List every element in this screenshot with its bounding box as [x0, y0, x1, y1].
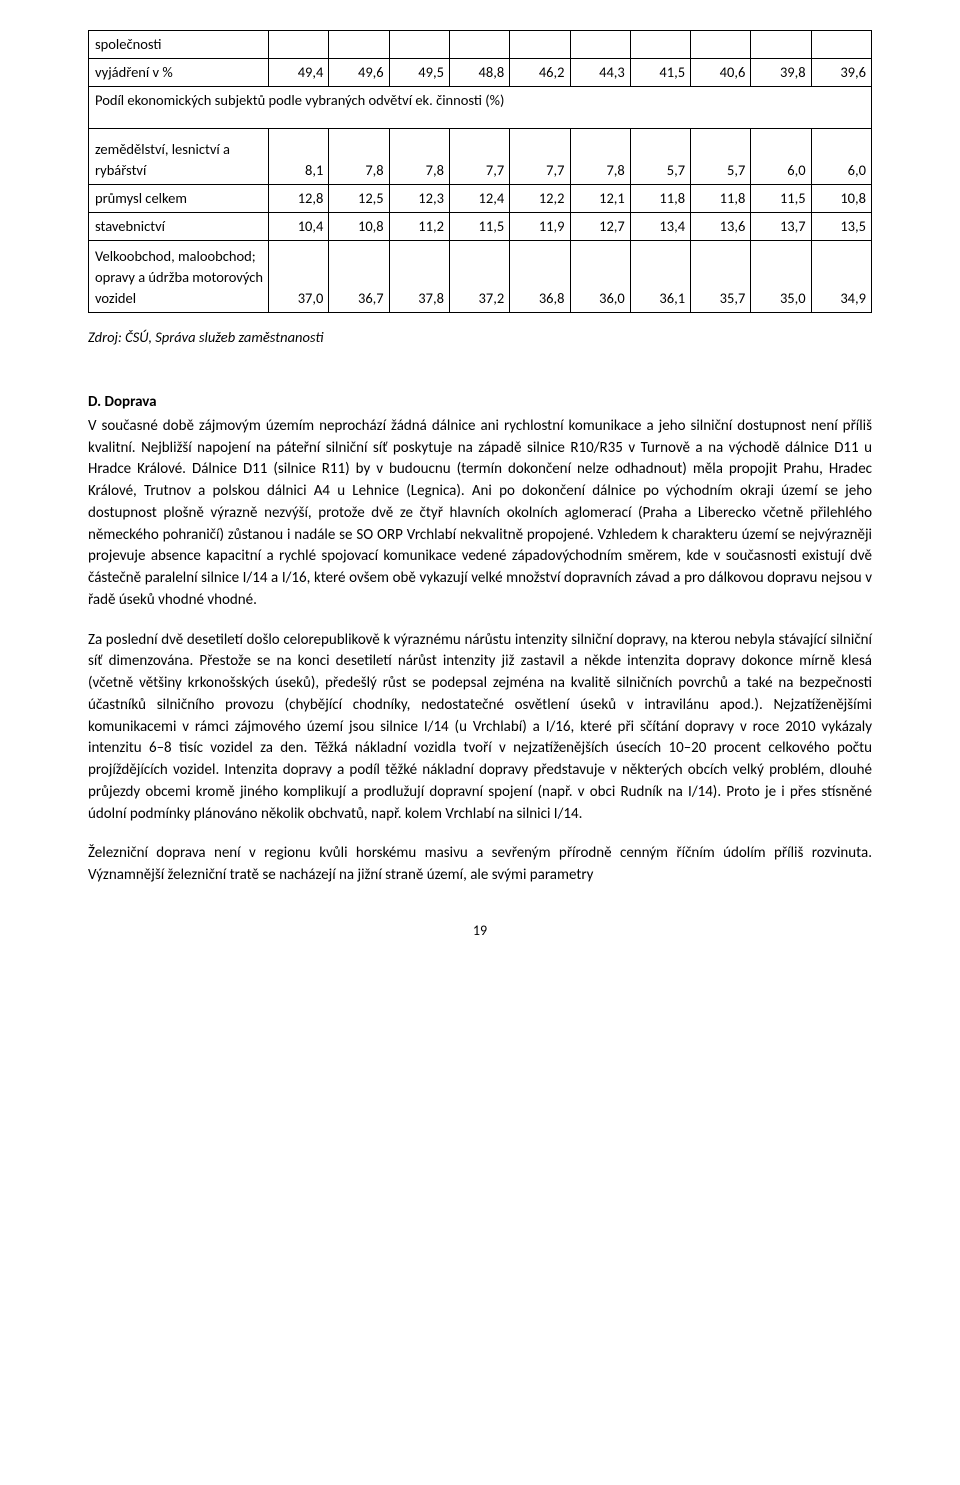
table-cell: 13,6: [691, 213, 751, 241]
table-row: průmysl celkem12,812,512,312,412,212,111…: [89, 185, 872, 213]
table-cell: 7,7: [449, 129, 509, 185]
table-row-label: průmysl celkem: [89, 185, 269, 213]
table-cell: 5,7: [630, 129, 690, 185]
table-row: zemědělství, lesnictví a rybářství8,17,8…: [89, 129, 872, 185]
table-cell: 36,0: [570, 241, 630, 313]
table-cell: 7,8: [389, 129, 449, 185]
table-cell: [449, 31, 509, 59]
table-cell: 36,8: [510, 241, 570, 313]
table-cell: 13,5: [811, 213, 871, 241]
table-cell: 11,2: [389, 213, 449, 241]
table-cell: 12,8: [269, 185, 329, 213]
table-cell: 5,7: [691, 129, 751, 185]
table-row-label: vyjádření v %: [89, 59, 269, 87]
table-cell: 12,2: [510, 185, 570, 213]
table-cell: 37,2: [449, 241, 509, 313]
economic-table: společnostivyjádření v %49,449,649,548,8…: [88, 30, 872, 313]
source-line: Zdroj: ČSÚ, Správa služeb zaměstnanosti: [88, 327, 872, 348]
table-cell: 6,0: [751, 129, 811, 185]
table-cell: 40,6: [691, 59, 751, 87]
table-cell: 11,5: [751, 185, 811, 213]
table-cell: 12,3: [389, 185, 449, 213]
table-cell: 49,5: [389, 59, 449, 87]
table-cell: 6,0: [811, 129, 871, 185]
page-number: 19: [88, 921, 872, 941]
table-cell: 49,6: [329, 59, 389, 87]
table-cell: [389, 31, 449, 59]
table-cell: 12,7: [570, 213, 630, 241]
table-row: Velkoobchod, maloobchod; opravy a údržba…: [89, 241, 872, 313]
paragraph-2: Za poslední dvě desetiletí došlo celorep…: [88, 630, 872, 826]
table-cell: 35,0: [751, 241, 811, 313]
table-cell: 10,4: [269, 213, 329, 241]
table-row-label: zemědělství, lesnictví a rybářství: [89, 129, 269, 185]
table-cell: [691, 31, 751, 59]
table-cell: 35,7: [691, 241, 751, 313]
table-cell: 41,5: [630, 59, 690, 87]
table-cell: 13,7: [751, 213, 811, 241]
table-cell: 12,5: [329, 185, 389, 213]
table-cell: [570, 31, 630, 59]
table-cell: 39,6: [811, 59, 871, 87]
table-cell: 7,7: [510, 129, 570, 185]
table-cell: 49,4: [269, 59, 329, 87]
table-cell: [329, 31, 389, 59]
table-cell: 8,1: [269, 129, 329, 185]
table-cell: 12,1: [570, 185, 630, 213]
table-cell: 11,8: [691, 185, 751, 213]
table-cell: 12,4: [449, 185, 509, 213]
table-cell: 44,3: [570, 59, 630, 87]
table-row: vyjádření v %49,449,649,548,846,244,341,…: [89, 59, 872, 87]
table-row-label: Velkoobchod, maloobchod; opravy a údržba…: [89, 241, 269, 313]
table-cell: 39,8: [751, 59, 811, 87]
table-cell: 37,0: [269, 241, 329, 313]
table-cell: 7,8: [570, 129, 630, 185]
table-row: společnosti: [89, 31, 872, 59]
table-section-header: Podíl ekonomických subjektů podle vybran…: [89, 87, 872, 129]
table-cell: 11,8: [630, 185, 690, 213]
paragraph-3: Železniční doprava není v regionu kvůli …: [88, 843, 872, 887]
table-cell: [751, 31, 811, 59]
table-cell: 36,7: [329, 241, 389, 313]
table-cell: 34,9: [811, 241, 871, 313]
paragraph-1: V současné době zájmovým územím neprochá…: [88, 416, 872, 612]
table-cell: [811, 31, 871, 59]
table-cell: 13,4: [630, 213, 690, 241]
table-cell: [510, 31, 570, 59]
table-cell: 11,5: [449, 213, 509, 241]
table-cell: 36,1: [630, 241, 690, 313]
table-cell: 37,8: [389, 241, 449, 313]
table-row: stavebnictví10,410,811,211,511,912,713,4…: [89, 213, 872, 241]
table-cell: 11,9: [510, 213, 570, 241]
table-cell: 46,2: [510, 59, 570, 87]
table-cell: [269, 31, 329, 59]
table-row-label: společnosti: [89, 31, 269, 59]
table-row: Podíl ekonomických subjektů podle vybran…: [89, 87, 872, 129]
heading-doprava: D. Doprava: [88, 392, 872, 414]
table-cell: 10,8: [329, 213, 389, 241]
table-cell: 48,8: [449, 59, 509, 87]
table-row-label: stavebnictví: [89, 213, 269, 241]
table-cell: 7,8: [329, 129, 389, 185]
table-cell: [630, 31, 690, 59]
table-cell: 10,8: [811, 185, 871, 213]
